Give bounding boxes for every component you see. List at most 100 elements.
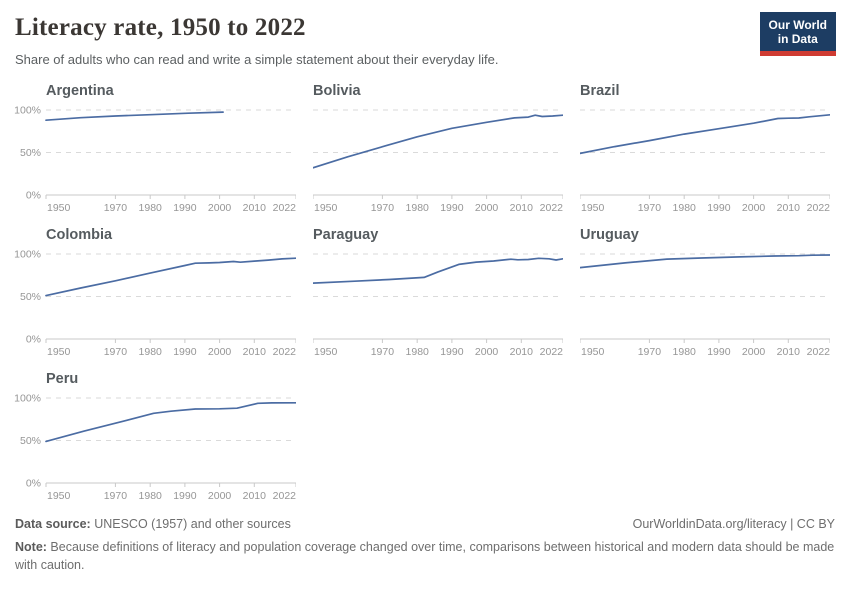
page-title: Literacy rate, 1950 to 2022 <box>15 14 306 41</box>
datasource-text: Data source: UNESCO (1957) and other sou… <box>15 517 291 531</box>
y-tick-label: 0% <box>26 189 41 201</box>
facet-title-brazil: Brazil <box>580 82 620 99</box>
x-tick-label: 1970 <box>638 346 662 358</box>
series-line <box>45 256 296 297</box>
x-tick-label: 1970 <box>638 202 662 214</box>
y-tick-label: 0% <box>26 477 41 489</box>
x-tick-label: 1980 <box>673 346 697 358</box>
facet-peru: Peru 1950 1970 1980 1990 2000 2010 2022 0% 50% 100… <box>12 371 296 503</box>
series-line <box>45 401 296 442</box>
owid-logo-line1: Our World <box>768 18 827 32</box>
footnote-value: Because definitions of literacy and popu… <box>15 539 835 572</box>
x-tick-label: 1950 <box>47 490 71 502</box>
x-tick-label: 2010 <box>777 346 801 358</box>
x-tick-label: 2010 <box>243 346 267 358</box>
x-tick-label: 2000 <box>742 346 766 358</box>
x-tick-label: 1990 <box>173 490 197 502</box>
x-tick-label: 1970 <box>371 202 395 214</box>
facet-brazil: Brazil 1950 1970 1980 1990 2000 2010 2022 <box>580 83 830 215</box>
x-tick-label: 1970 <box>104 346 128 358</box>
line-chart-peru: 1950 1970 1980 1990 2000 2010 2022 0% 50% 100% <box>14 392 296 502</box>
x-tick-label: 1990 <box>707 202 731 214</box>
y-tick-label: 100% <box>14 104 41 116</box>
small-multiples-grid: Argentina 1950 1970 1980 1990 2000 2010 2022 0% 5… <box>12 83 850 503</box>
x-tick-label: 1980 <box>673 202 697 214</box>
datasource-label: Data source: <box>15 516 91 531</box>
facet-uruguay: Uruguay 1950 1970 1980 1990 2000 2010 2022 <box>580 227 830 359</box>
footnote-label: Note: <box>15 539 47 554</box>
x-tick-label: 2022 <box>540 346 563 358</box>
x-tick-label: 1950 <box>314 346 338 358</box>
y-tick-label: 50% <box>20 435 41 447</box>
y-tick-label: 100% <box>14 392 41 404</box>
line-chart-paraguay: 1950 1970 1980 1990 2000 2010 2022 <box>313 253 563 358</box>
x-tick-label: 2022 <box>273 490 296 502</box>
series-line <box>45 110 224 121</box>
x-tick-label: 1950 <box>581 346 605 358</box>
x-tick-label: 1950 <box>314 202 338 214</box>
x-tick-label: 2022 <box>273 202 296 214</box>
line-chart-argentina: 1950 1970 1980 1990 2000 2010 2022 0% 50% 100% <box>14 104 296 214</box>
series-line <box>580 113 830 154</box>
x-tick-label: 2000 <box>208 202 232 214</box>
facet-title-colombia: Colombia <box>46 226 113 243</box>
y-tick-label: 50% <box>20 147 41 159</box>
x-tick-label: 2000 <box>208 346 232 358</box>
x-tick-label: 1980 <box>139 490 163 502</box>
series-line <box>313 113 563 169</box>
line-chart-uruguay: 1950 1970 1980 1990 2000 2010 2022 <box>580 253 830 358</box>
owid-license-link[interactable]: OurWorldinData.org/literacy | CC BY <box>632 516 835 531</box>
chart-subtitle: Share of adults who can read and write a… <box>15 51 499 67</box>
facet-title-peru: Peru <box>46 370 79 387</box>
x-tick-label: 2022 <box>807 346 830 358</box>
owid-logo: Our World in Data <box>759 12 836 56</box>
x-tick-label: 1990 <box>173 202 197 214</box>
facet-bolivia: Bolivia 1950 1970 1980 1990 2000 2010 2022 <box>313 83 563 215</box>
footnote: Note: Because definitions of literacy an… <box>15 538 835 574</box>
x-tick-label: 1980 <box>406 346 430 358</box>
x-tick-label: 2010 <box>243 490 267 502</box>
x-tick-label: 1990 <box>173 346 197 358</box>
facet-colombia: Colombia 1950 1970 1980 1990 2000 2010 2022 0% 50… <box>12 227 296 359</box>
series-line <box>313 257 563 284</box>
x-tick-label: 2010 <box>243 202 267 214</box>
x-tick-label: 2000 <box>208 490 232 502</box>
y-tick-label: 100% <box>14 248 41 260</box>
x-tick-label: 1950 <box>47 202 71 214</box>
series-line <box>580 253 830 269</box>
facet-title-paraguay: Paraguay <box>313 226 379 243</box>
facet-title-argentina: Argentina <box>46 82 114 99</box>
x-tick-label: 1980 <box>139 202 163 214</box>
x-tick-label: 1980 <box>406 202 430 214</box>
x-tick-label: 2010 <box>777 202 801 214</box>
line-chart-colombia: 1950 1970 1980 1990 2000 2010 2022 0% 50% 100% <box>14 248 296 358</box>
x-tick-label: 1970 <box>104 490 128 502</box>
x-tick-label: 2022 <box>540 202 563 214</box>
x-tick-label: 2010 <box>510 346 534 358</box>
owid-logo-line2: in Data <box>777 32 818 47</box>
facet-argentina: Argentina 1950 1970 1980 1990 2000 2010 2022 0% 5… <box>12 83 296 215</box>
x-tick-label: 2000 <box>475 202 499 214</box>
x-tick-label: 1970 <box>104 202 128 214</box>
x-tick-label: 1990 <box>440 202 464 214</box>
x-tick-label: 1990 <box>707 346 731 358</box>
x-tick-label: 1970 <box>371 346 395 358</box>
chart-footer: Data source: UNESCO (1957) and other sou… <box>15 517 835 574</box>
x-tick-label: 2000 <box>475 346 499 358</box>
x-tick-label: 2022 <box>807 202 830 214</box>
facet-title-uruguay: Uruguay <box>580 226 639 243</box>
x-tick-label: 2010 <box>510 202 534 214</box>
x-tick-label: 1950 <box>581 202 605 214</box>
x-tick-label: 1990 <box>440 346 464 358</box>
x-tick-label: 1980 <box>139 346 163 358</box>
chart-header: Literacy rate, 1950 to 2022 Share of adu… <box>0 0 850 69</box>
x-tick-label: 2022 <box>273 346 296 358</box>
x-tick-label: 2000 <box>742 202 766 214</box>
line-chart-brazil: 1950 1970 1980 1990 2000 2010 2022 <box>580 109 830 214</box>
y-tick-label: 50% <box>20 291 41 303</box>
facet-paraguay: Paraguay 1950 1970 1980 1990 2000 2010 2022 <box>313 227 563 359</box>
datasource-value: UNESCO (1957) and other sources <box>90 516 291 531</box>
datasource-row: Data source: UNESCO (1957) and other sou… <box>15 517 835 531</box>
x-tick-label: 1950 <box>47 346 71 358</box>
facet-title-bolivia: Bolivia <box>313 82 361 99</box>
